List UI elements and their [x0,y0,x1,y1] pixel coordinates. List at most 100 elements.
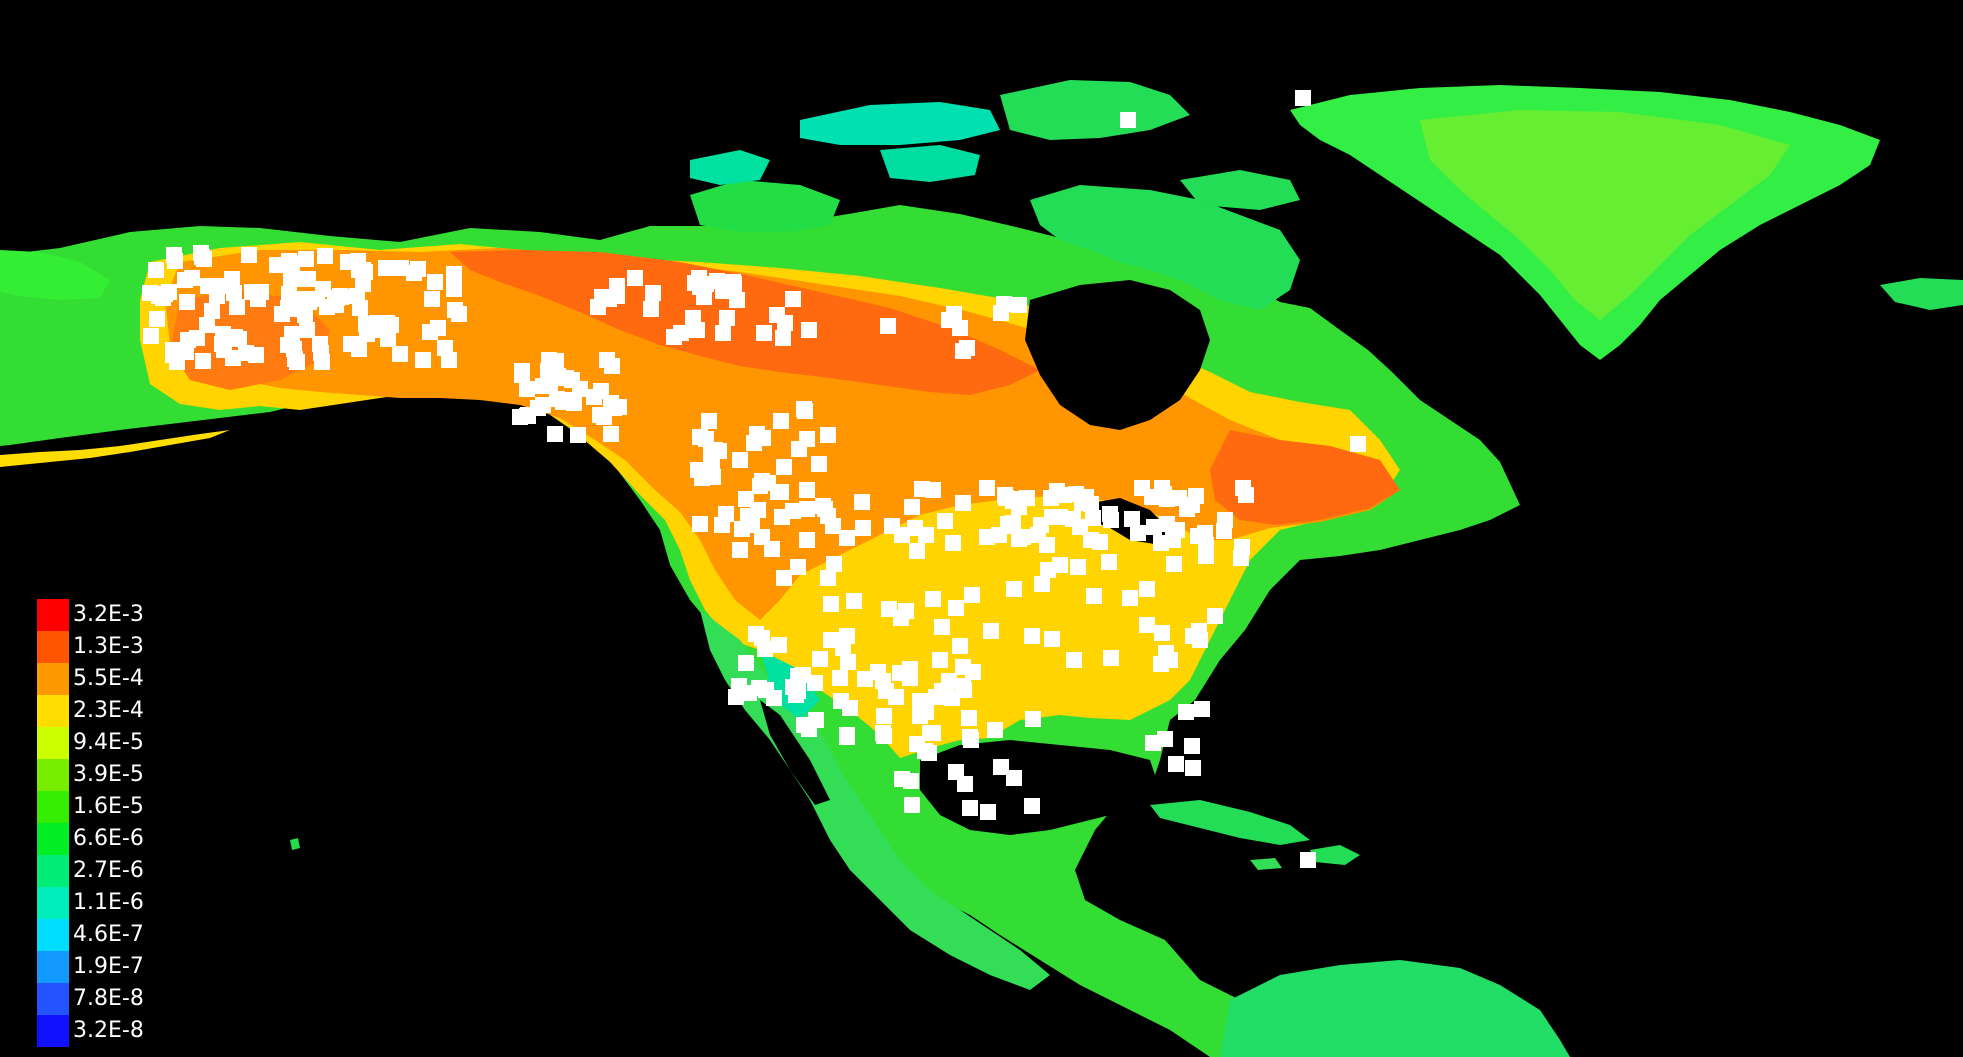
occurrence-marker [1188,488,1204,504]
occurrence-marker [540,363,556,379]
occurrence-marker [1101,554,1117,570]
occurrence-marker [691,270,707,286]
occurrence-marker [226,285,242,301]
occurrence-marker [1162,652,1178,668]
occurrence-marker [791,441,807,457]
legend-entry: 5.5E-4 [37,663,177,695]
legend-swatch [37,919,69,951]
legend-swatch [37,823,69,855]
legend-swatch [37,759,69,791]
occurrence-marker [167,253,183,269]
occurrence-marker [801,721,817,737]
occurrence-marker [299,322,315,338]
occurrence-marker [225,350,241,366]
legend-entry: 3.2E-8 [37,1015,177,1047]
occurrence-marker [1006,581,1022,597]
occurrence-marker [446,266,462,282]
occurrence-marker [876,728,892,744]
occurrence-marker [729,292,745,308]
legend-swatch [37,887,69,919]
legend-entry: 1.9E-7 [37,951,177,983]
occurrence-marker [738,655,754,671]
occurrence-marker [893,610,909,626]
occurrence-marker [773,484,789,500]
occurrence-marker [925,591,941,607]
occurrence-marker [1083,496,1099,512]
occurrence-marker [746,435,762,451]
occurrence-marker [925,725,941,741]
occurrence-marker [1178,704,1194,720]
occurrence-marker [609,288,625,304]
occurrence-marker [1130,525,1146,541]
legend-entry: 6.6E-6 [37,823,177,855]
occurrence-marker [1185,760,1201,776]
occurrence-marker [928,689,944,705]
occurrence-marker [281,286,297,302]
legend-entry: 4.6E-7 [37,919,177,951]
occurrence-marker [149,311,165,327]
occurrence-marker [696,289,712,305]
occurrence-marker [1134,480,1150,496]
occurrence-marker [357,264,373,280]
occurrence-marker [955,678,971,694]
occurrence-marker [1233,550,1249,566]
occurrence-marker [1235,480,1251,496]
occurrence-marker [406,265,422,281]
suitability-quebec-orange [1210,430,1400,525]
legend-entry: 2.3E-4 [37,695,177,727]
occurrence-marker [1034,576,1050,592]
occurrence-marker [1066,652,1082,668]
occurrence-marker [1072,519,1088,535]
occurrence-marker [870,664,886,680]
occurrence-marker [773,413,789,429]
legend-label: 4.6E-7 [73,922,144,947]
occurrence-marker [941,312,957,328]
occurrence-marker [1139,617,1155,633]
occurrence-marker [611,399,627,415]
chukotka-landmass [0,250,110,300]
occurrence-marker [1086,588,1102,604]
cuba-landmass [1150,800,1310,845]
occurrence-marker [955,659,971,675]
occurrence-marker [732,542,748,558]
occurrence-marker [1216,523,1232,539]
occurrence-marker [952,638,968,654]
occurrence-marker [752,478,768,494]
occurrence-marker [771,637,787,653]
occurrence-marker [369,315,385,331]
occurrence-marker [593,383,609,399]
occurrence-marker [298,251,314,267]
occurrence-marker [380,331,396,347]
occurrence-marker [422,324,438,340]
occurrence-marker [317,248,333,264]
legend-label: 9.4E-5 [73,730,144,755]
color-scale-legend: 3.2E-3 1.3E-3 5.5E-4 2.3E-4 9.4E-5 3.9E-… [37,599,177,1047]
arctic-island-north-2 [1000,80,1190,140]
occurrence-marker [643,301,659,317]
arctic-island-north-1 [800,102,1000,145]
legend-entry: 1.1E-6 [37,887,177,919]
occurrence-marker [229,299,245,315]
occurrence-marker [692,516,708,532]
suitability-dark-orange-zone [450,250,1040,395]
legend-entry: 2.7E-6 [37,855,177,887]
occurrence-marker [570,427,586,443]
occurrence-marker [215,326,231,342]
occurrence-marker [645,285,661,301]
occurrence-marker [1207,608,1223,624]
occurrence-marker [839,530,855,546]
legend-swatch [37,695,69,727]
occurrence-marker [1040,562,1056,578]
occurrence-marker [983,623,999,639]
caribbean-islands [290,800,1360,870]
arctic-island-north-3 [880,145,980,182]
occurrence-marker [1185,628,1201,644]
occurrence-marker [840,654,856,670]
occurrence-marker [1124,511,1140,527]
occurrence-marker [1145,735,1161,751]
legend-swatch [37,631,69,663]
occurrence-marker [876,708,892,724]
occurrence-marker [148,262,164,278]
occurrence-marker [1139,581,1155,597]
